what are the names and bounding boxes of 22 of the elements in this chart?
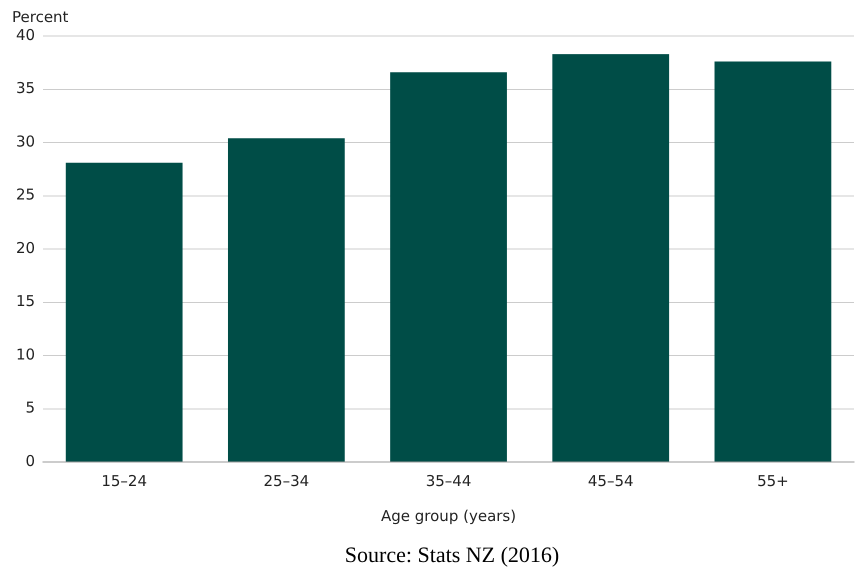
y-tick-label: 15 [16,292,36,310]
y-tick-label: 25 [16,186,36,204]
y-tick-label: 30 [16,132,36,150]
source-note: Source: Stats NZ (2016) [344,542,560,567]
x-tick-label: 35–44 [426,472,472,490]
y-tick-label: 5 [26,398,36,417]
y-tick-label: 10 [16,345,36,364]
x-tick-label: 45–54 [588,472,634,490]
y-tick-label: 0 [26,452,36,470]
x-tick-label: 55+ [757,472,789,490]
bar [390,72,507,462]
x-tick-label: 25–34 [264,472,310,490]
x-axis-title: Age group (years) [380,506,516,525]
y-tick-label: 20 [16,238,36,257]
y-tick-label: 40 [16,26,36,44]
bar [228,138,345,462]
y-axis-title: Percent [12,8,69,26]
bar [714,62,832,462]
x-tick-label: 15–24 [101,472,148,490]
bar [552,54,670,462]
bar [66,162,183,462]
y-tick-label: 35 [16,79,36,98]
